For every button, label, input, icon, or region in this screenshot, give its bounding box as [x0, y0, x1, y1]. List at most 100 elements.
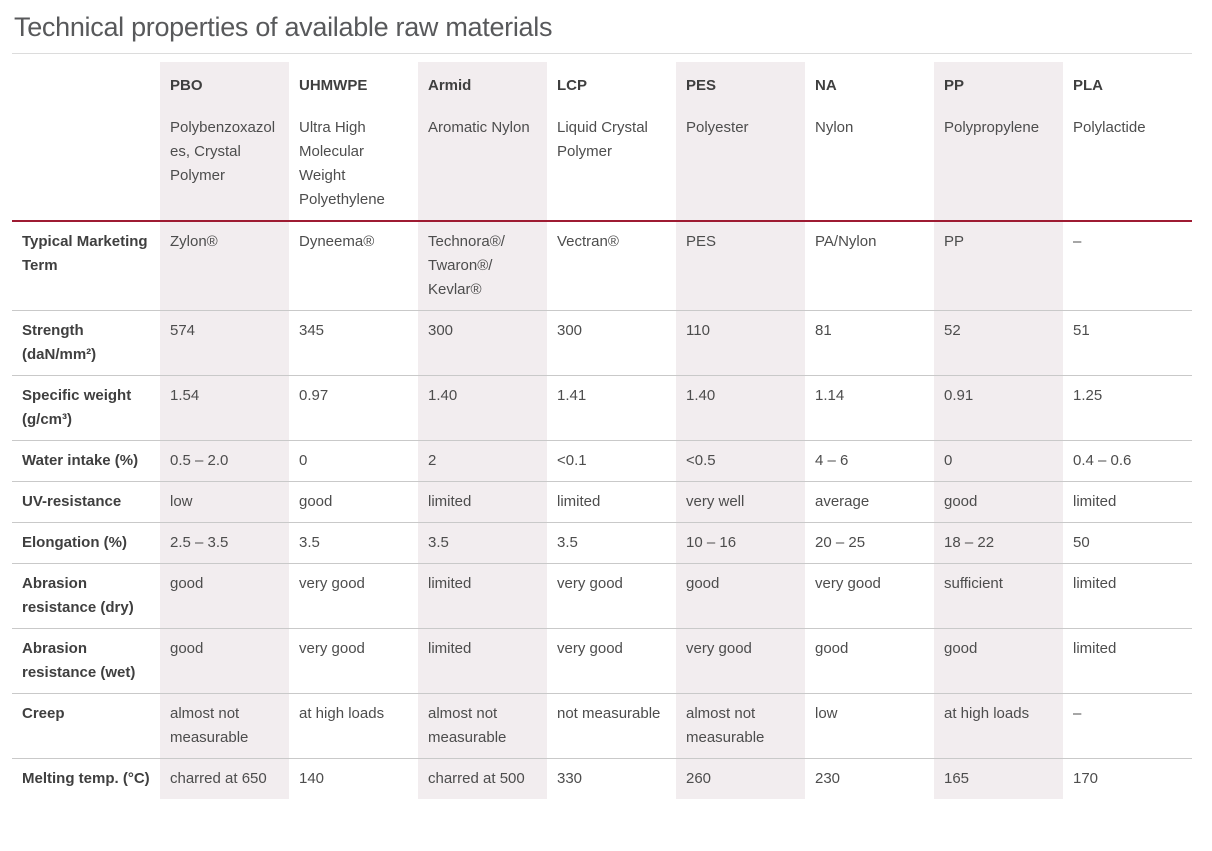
table-cell: –	[1073, 233, 1082, 250]
table-cell: very good	[676, 628, 805, 694]
table-row: Specific weight (g/cm³) 1.54 0.97 1.40 1.41 1…	[12, 375, 1192, 441]
table-cell: 1.25	[1073, 387, 1103, 404]
table-cell: 1.54	[160, 375, 289, 441]
table-cell: good	[160, 628, 289, 694]
column-full-name: Liquid Crystal Polymer	[557, 119, 648, 160]
header-row: PBO Polybenzoxazoles, Crystal Polymer UHMW…	[12, 62, 1192, 221]
page-title: Technical properties of available raw ma…	[12, 0, 1192, 54]
table-cell: 330	[557, 770, 583, 787]
table-cell: very well	[676, 481, 805, 523]
table-body: Typical Marketing Term Zylon® Dyneema® Tech…	[12, 221, 1192, 799]
column-header: Armid Aromatic Nylon	[418, 62, 547, 221]
row-label: Abrasion resistance (wet)	[22, 640, 136, 681]
table-cell: 3.5	[557, 534, 578, 551]
column-abbreviation: Armid	[428, 77, 472, 94]
row-label: Abrasion resistance (dry)	[22, 575, 134, 616]
table-cell: very good	[815, 575, 881, 592]
table-cell: charred at 500	[418, 758, 547, 799]
table-cell: low	[815, 705, 838, 722]
table-cell: 0	[934, 440, 1063, 482]
column-abbreviation: PES	[686, 77, 717, 94]
table-cell: PA/Nylon	[815, 233, 877, 250]
table-cell: Vectran®	[557, 233, 619, 250]
table-cell: limited	[1073, 640, 1117, 657]
column-full-name: Polylactide	[1073, 119, 1146, 136]
table-cell: –	[1073, 705, 1082, 722]
table-cell: 0.97	[299, 387, 329, 404]
column-full-name: Ultra High Molecular Weight Polyethylene	[299, 119, 385, 208]
row-label: Melting temp. (°C)	[22, 770, 150, 787]
table-cell: 165	[934, 758, 1063, 799]
table-cell: 300	[557, 322, 583, 339]
table-cell: charred at 650	[160, 758, 289, 799]
table-cell: very good	[557, 640, 623, 657]
table-cell: 0.91	[934, 375, 1063, 441]
column-full-name: Polyester	[686, 119, 749, 136]
table-cell: 10 – 16	[676, 522, 805, 564]
table-cell: Technora®/ Twaron®/ Kevlar®	[418, 221, 547, 311]
table-row: Strength (daN/mm²) 574 345 300 300 110 81 52 51	[12, 310, 1192, 376]
table-row: Elongation (%) 2.5 – 3.5 3.5 3.5 3.5 10 – 16 2…	[12, 522, 1192, 564]
table-cell: 345	[299, 322, 325, 339]
table-cell: 0	[299, 452, 308, 469]
table-cell: 0.4 – 0.6	[1073, 452, 1132, 469]
row-label: Typical Marketing Term	[22, 233, 148, 274]
table-cell: <0.5	[676, 440, 805, 482]
column-full-name: Polypropylene	[944, 119, 1040, 136]
table-cell: 1.40	[676, 375, 805, 441]
column-header: PLA Polylactide	[1063, 62, 1192, 221]
table-row: UV-resistance low good limited limited very w…	[12, 481, 1192, 523]
column-header: PP Polypropylene	[934, 62, 1063, 221]
table-cell: sufficient	[934, 563, 1063, 629]
table-cell: 230	[815, 770, 841, 787]
table-cell: 51	[1073, 322, 1090, 339]
row-label: Strength (daN/mm²)	[22, 322, 97, 363]
table-cell: 170	[1073, 770, 1099, 787]
table-cell: 110	[676, 310, 805, 376]
table-cell: limited	[418, 563, 547, 629]
table-cell: limited	[418, 628, 547, 694]
table-cell: 4 – 6	[815, 452, 849, 469]
table-cell: PP	[934, 221, 1063, 311]
column-abbreviation: LCP	[557, 77, 587, 94]
column-header: UHMWPE Ultra High Molecular Weight Polyet…	[289, 62, 418, 221]
column-header: LCP Liquid Crystal Polymer	[547, 62, 676, 221]
row-label: Specific weight (g/cm³)	[22, 387, 132, 428]
table-cell: 81	[815, 322, 832, 339]
table-cell: at high loads	[934, 693, 1063, 759]
column-header: PBO Polybenzoxazoles, Crystal Polymer	[160, 62, 289, 221]
table-cell: almost not measurable	[418, 693, 547, 759]
table-cell: 3.5	[418, 522, 547, 564]
table-cell: 574	[160, 310, 289, 376]
table-cell: at high loads	[299, 705, 385, 722]
corner-cell	[12, 62, 160, 221]
table-cell: PES	[676, 221, 805, 311]
table-cell: 1.14	[815, 387, 845, 404]
table-cell: limited	[1073, 493, 1117, 510]
table-cell: limited	[557, 493, 601, 510]
table-cell: Zylon®	[160, 221, 289, 311]
table-cell: 20 – 25	[815, 534, 866, 551]
table-cell: low	[160, 481, 289, 523]
column-abbreviation: PLA	[1073, 77, 1103, 94]
table-row: Typical Marketing Term Zylon® Dyneema® Tech…	[12, 221, 1192, 311]
table-cell: very good	[299, 575, 365, 592]
table-cell: average	[815, 493, 870, 510]
table-row: Abrasion resistance (wet) good very good li…	[12, 628, 1192, 694]
row-label: Elongation (%)	[22, 534, 127, 551]
table-cell: almost not measurable	[160, 693, 289, 759]
table-cell: 140	[299, 770, 325, 787]
table-cell: very good	[557, 575, 623, 592]
column-header: PES Polyester	[676, 62, 805, 221]
table-row: Abrasion resistance (dry) good very good li…	[12, 563, 1192, 629]
table-cell: 2.5 – 3.5	[160, 522, 289, 564]
table-cell: good	[934, 628, 1063, 694]
table-cell: 52	[934, 310, 1063, 376]
table-row: Water intake (%) 0.5 – 2.0 0 2 <0.1 <0.5 4 – 6…	[12, 440, 1192, 482]
table-cell: 0.5 – 2.0	[160, 440, 289, 482]
table-cell: almost not measurable	[676, 693, 805, 759]
table-cell: limited	[1073, 575, 1117, 592]
table-cell: 2	[418, 440, 547, 482]
column-abbreviation: PBO	[170, 77, 203, 94]
